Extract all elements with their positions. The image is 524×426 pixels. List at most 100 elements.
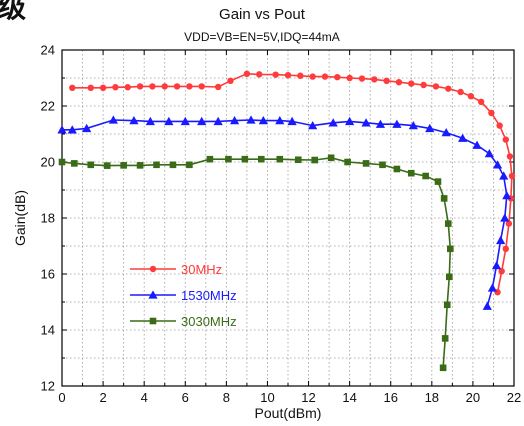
data-point xyxy=(276,155,284,163)
data-point xyxy=(408,121,418,130)
y-tick-label: 18 xyxy=(41,211,55,226)
chart-title: Gain vs Pout xyxy=(219,6,305,23)
data-point xyxy=(297,72,304,79)
y-tick-label: 22 xyxy=(41,99,55,114)
data-point xyxy=(186,161,193,169)
data-point xyxy=(496,122,503,129)
data-point xyxy=(432,83,440,90)
x-axis-label: Pout(dBm) xyxy=(255,405,322,421)
data-point xyxy=(492,160,503,169)
data-point xyxy=(422,172,429,180)
data-point xyxy=(58,158,66,166)
data-point xyxy=(482,301,492,310)
legend-entry-1530MHz: 1530MHz xyxy=(130,288,237,303)
data-point xyxy=(498,268,505,275)
data-point xyxy=(334,73,341,81)
data-point xyxy=(379,161,386,169)
data-point xyxy=(496,235,506,245)
corner-text: 级 xyxy=(0,0,27,24)
data-point xyxy=(345,116,355,126)
series-line xyxy=(62,119,508,307)
data-point xyxy=(272,71,279,78)
y-tick-label: 16 xyxy=(41,267,55,282)
data-point xyxy=(129,115,139,125)
data-point xyxy=(294,156,302,164)
x-tick-label: 22 xyxy=(507,390,521,405)
legend-entry-30MHz: 30MHz xyxy=(130,262,222,277)
grid-lines xyxy=(62,50,514,386)
data-point xyxy=(225,155,232,163)
data-point xyxy=(243,70,251,78)
x-tick-label: 20 xyxy=(466,390,480,405)
data-point xyxy=(395,79,403,86)
data-point xyxy=(392,119,402,128)
data-point xyxy=(472,140,482,149)
legend-marker xyxy=(149,317,157,325)
data-point xyxy=(327,154,335,162)
data-point xyxy=(499,171,509,180)
data-point xyxy=(457,88,464,96)
data-point xyxy=(458,133,468,142)
y-tick-label: 14 xyxy=(41,323,55,338)
data-point xyxy=(186,83,193,90)
legend: 30MHz 1530MHz 3030MHz xyxy=(130,262,237,329)
data-point xyxy=(256,71,263,78)
series-30MHz xyxy=(69,70,516,296)
x-tick-label: 12 xyxy=(301,390,315,405)
data-point xyxy=(57,125,67,134)
data-point xyxy=(443,301,451,309)
chart-subtitle: VDD=VB=EN=5V,IDQ=44mA xyxy=(184,30,340,44)
data-point xyxy=(309,73,316,80)
data-point xyxy=(197,116,207,126)
y-tick-label: 24 xyxy=(41,43,55,58)
data-point xyxy=(287,116,297,126)
data-point xyxy=(229,115,240,125)
data-point xyxy=(69,84,76,92)
data-point xyxy=(447,245,454,253)
data-point xyxy=(358,75,366,82)
data-point xyxy=(505,220,513,227)
data-point xyxy=(488,109,495,117)
data-point xyxy=(103,162,111,169)
data-point xyxy=(502,191,512,200)
data-point xyxy=(434,178,442,185)
data-point xyxy=(227,77,234,85)
data-point xyxy=(87,161,95,169)
data-point xyxy=(284,72,292,79)
data-point xyxy=(500,213,510,222)
data-point xyxy=(441,128,451,137)
data-point xyxy=(258,115,268,125)
data-point xyxy=(420,81,427,89)
data-point xyxy=(214,83,222,91)
x-tick-label: 6 xyxy=(182,390,189,405)
data-point xyxy=(484,149,494,158)
data-point xyxy=(206,155,214,163)
data-point xyxy=(164,116,174,126)
data-point xyxy=(491,261,502,270)
x-tick-label: 0 xyxy=(58,390,65,405)
data-point xyxy=(506,153,514,160)
data-point xyxy=(173,83,181,90)
data-point xyxy=(344,158,351,166)
data-point xyxy=(362,160,370,167)
data-point xyxy=(198,83,205,90)
legend-entry-3030MHz: 3030MHz xyxy=(130,314,237,329)
data-point xyxy=(257,155,265,163)
y-axis-label: Gain(dB) xyxy=(12,190,28,246)
data-point xyxy=(444,220,452,227)
series-1530MHz xyxy=(57,115,512,310)
data-point xyxy=(108,115,118,124)
data-point xyxy=(308,121,318,130)
data-point xyxy=(213,116,223,126)
data-point xyxy=(275,115,285,125)
data-point xyxy=(467,93,475,100)
data-point xyxy=(477,98,485,106)
data-point xyxy=(112,84,119,91)
data-point xyxy=(67,125,77,134)
legend-label: 1530MHz xyxy=(181,288,237,303)
data-point xyxy=(241,155,249,163)
data-point xyxy=(508,172,516,180)
data-point xyxy=(371,76,378,83)
data-point xyxy=(87,84,94,92)
